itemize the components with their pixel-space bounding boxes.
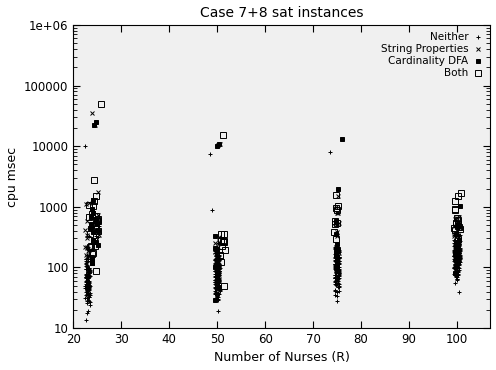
- Cardinality DFA: [454, 243, 460, 248]
- Cardinality DFA: [457, 204, 463, 208]
- Title: Case 7+8 sat instances: Case 7+8 sat instances: [200, 6, 364, 20]
- Cardinality DFA: [214, 248, 220, 252]
- Cardinality DFA: [333, 266, 339, 270]
- Cardinality DFA: [89, 257, 95, 261]
- Cardinality DFA: [452, 250, 458, 255]
- Cardinality DFA: [93, 120, 99, 124]
- Cardinality DFA: [333, 252, 339, 257]
- String Properties: [334, 211, 340, 215]
- Both: [458, 191, 464, 195]
- String Properties: [451, 232, 457, 236]
- X-axis label: Number of Nurses (R): Number of Nurses (R): [214, 352, 350, 364]
- Cardinality DFA: [454, 225, 460, 230]
- Cardinality DFA: [95, 243, 101, 248]
- Both: [334, 248, 340, 252]
- Cardinality DFA: [339, 137, 345, 141]
- Cardinality DFA: [214, 269, 220, 274]
- Cardinality DFA: [89, 225, 95, 229]
- Both: [98, 101, 104, 106]
- Cardinality DFA: [214, 144, 220, 148]
- Cardinality DFA: [95, 229, 101, 233]
- Cardinality DFA: [214, 265, 220, 269]
- Both: [94, 218, 100, 222]
- Line: Both: Both: [86, 101, 464, 289]
- Cardinality DFA: [90, 211, 96, 215]
- Both: [222, 232, 228, 236]
- Both: [90, 251, 96, 255]
- Cardinality DFA: [332, 219, 338, 223]
- Cardinality DFA: [334, 247, 340, 252]
- Cardinality DFA: [454, 248, 460, 253]
- Cardinality DFA: [333, 232, 339, 236]
- Line: Cardinality DFA: Cardinality DFA: [88, 120, 462, 302]
- Both: [95, 219, 101, 223]
- Neither: [454, 251, 460, 255]
- Cardinality DFA: [212, 297, 218, 302]
- Neither: [215, 268, 221, 272]
- Line: String Properties: String Properties: [82, 111, 463, 277]
- Neither: [452, 245, 458, 249]
- String Properties: [216, 260, 222, 265]
- Neither: [83, 317, 89, 322]
- String Properties: [96, 233, 102, 237]
- Cardinality DFA: [212, 265, 218, 269]
- String Properties: [83, 202, 89, 206]
- Cardinality DFA: [93, 218, 99, 222]
- Cardinality DFA: [216, 141, 222, 146]
- Cardinality DFA: [89, 260, 95, 265]
- Cardinality DFA: [89, 207, 95, 212]
- Cardinality DFA: [90, 198, 96, 202]
- Cardinality DFA: [455, 260, 461, 265]
- Cardinality DFA: [216, 286, 222, 290]
- Cardinality DFA: [87, 226, 93, 230]
- Neither: [85, 282, 91, 286]
- String Properties: [84, 246, 90, 250]
- String Properties: [217, 141, 223, 146]
- Cardinality DFA: [335, 186, 341, 191]
- Cardinality DFA: [212, 245, 218, 250]
- Neither: [83, 256, 89, 261]
- String Properties: [84, 245, 90, 249]
- Neither: [85, 281, 91, 285]
- Cardinality DFA: [89, 261, 95, 266]
- Cardinality DFA: [456, 238, 462, 242]
- String Properties: [216, 273, 222, 277]
- Cardinality DFA: [453, 232, 459, 236]
- Cardinality DFA: [334, 242, 340, 246]
- Both: [455, 194, 461, 198]
- Neither: [82, 144, 88, 148]
- Cardinality DFA: [455, 222, 461, 227]
- String Properties: [89, 111, 95, 115]
- Cardinality DFA: [93, 240, 99, 245]
- Cardinality DFA: [88, 215, 94, 219]
- Cardinality DFA: [452, 271, 458, 275]
- Cardinality DFA: [90, 230, 96, 234]
- Cardinality DFA: [88, 222, 94, 226]
- Legend: Neither, String Properties, Cardinality DFA, Both: Neither, String Properties, Cardinality …: [379, 30, 485, 81]
- Both: [221, 284, 227, 289]
- Cardinality DFA: [91, 123, 97, 128]
- Cardinality DFA: [94, 222, 100, 226]
- Line: Neither: Neither: [83, 144, 462, 322]
- Neither: [456, 289, 462, 294]
- Y-axis label: cpu msec: cpu msec: [5, 147, 18, 206]
- Cardinality DFA: [212, 233, 218, 238]
- Neither: [456, 268, 462, 273]
- Cardinality DFA: [90, 238, 96, 243]
- Both: [220, 240, 226, 245]
